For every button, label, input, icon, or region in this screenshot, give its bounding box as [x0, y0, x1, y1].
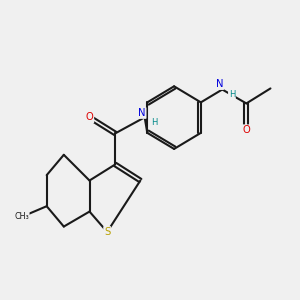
Text: H: H	[151, 118, 158, 127]
Text: O: O	[85, 112, 93, 122]
Text: H: H	[229, 90, 235, 99]
Text: O: O	[242, 125, 250, 135]
Text: N: N	[138, 108, 146, 118]
Text: N: N	[216, 79, 223, 89]
Text: S: S	[104, 227, 110, 237]
Text: CH₃: CH₃	[14, 212, 29, 221]
